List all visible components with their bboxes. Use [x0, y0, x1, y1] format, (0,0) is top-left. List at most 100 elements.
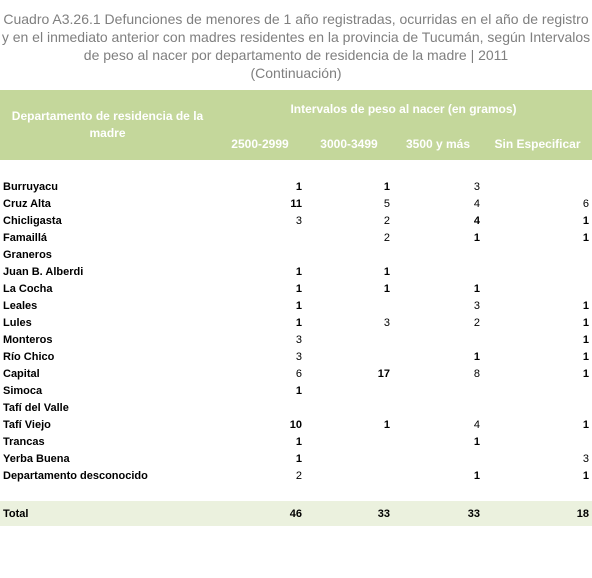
- value-cell: 3: [383, 316, 390, 329]
- value-cell: 3: [295, 350, 302, 363]
- value-cell: [483, 382, 592, 399]
- value-cell: [483, 399, 592, 416]
- department-cell: Trancas: [3, 435, 45, 448]
- value-cell: 1: [383, 282, 390, 295]
- table-row: Monteros 3 1: [0, 331, 592, 348]
- department-cell: Capital: [3, 367, 40, 380]
- value-cell: 1: [582, 231, 590, 244]
- value-cell: 1: [295, 299, 302, 312]
- department-cell: Tafí Viejo: [3, 418, 51, 431]
- department-cell: Chicligasta: [3, 214, 62, 227]
- column-header-row: 2500-2999 3000-3499 3500 y más Sin Especifi…: [0, 128, 592, 160]
- value-cell: 2: [473, 316, 480, 329]
- table-row: Capital 6 17 8 1: [0, 365, 592, 382]
- table-row: Tafí del Valle: [0, 399, 592, 416]
- value-cell: 10: [289, 418, 302, 431]
- total-label: Total: [0, 501, 215, 526]
- value-cell: 2: [383, 214, 390, 227]
- value-cell: [215, 229, 305, 246]
- table-row: Departamento desconocido 2 1 1: [0, 467, 592, 484]
- value-cell: 1: [295, 316, 302, 329]
- column-header: 3500 y más: [393, 128, 483, 160]
- value-cell: [393, 399, 483, 416]
- title-block: Cuadro A3.26.1 Defunciones de menores de…: [0, 0, 592, 82]
- value-cell: 3: [295, 333, 302, 346]
- department-cell: Yerba Buena: [3, 452, 70, 465]
- value-cell: [483, 280, 592, 297]
- spacer: [0, 160, 592, 178]
- value-cell: 6: [295, 367, 302, 380]
- value-cell: [305, 467, 393, 484]
- department-cell: Río Chico: [3, 350, 55, 363]
- total-value: 33: [305, 501, 393, 526]
- value-cell: 1: [473, 350, 480, 363]
- value-cell: 1: [582, 350, 590, 363]
- value-cell: 1: [295, 265, 302, 278]
- table-row: Leales 1 3 1: [0, 297, 592, 314]
- value-cell: 8: [473, 367, 480, 380]
- value-cell: [305, 382, 393, 399]
- subtitle: (Continuación): [250, 65, 342, 81]
- total-row: Total 46 33 33 18: [0, 501, 592, 526]
- total-value: 33: [393, 501, 483, 526]
- department-cell: La Cocha: [3, 282, 53, 295]
- department-cell: Cruz Alta: [3, 197, 51, 210]
- table-row: Yerba Buena 1 3: [0, 450, 592, 467]
- value-cell: 1: [295, 180, 302, 193]
- value-cell: 4: [473, 418, 480, 431]
- value-cell: 11: [290, 197, 302, 210]
- department-cell: Tafí del Valle: [3, 401, 69, 414]
- column-header: 3000-3499: [305, 128, 393, 160]
- value-cell: 5: [383, 197, 390, 210]
- department-cell: Lules: [3, 316, 32, 329]
- value-cell: 17: [377, 367, 390, 380]
- value-cell: 3: [473, 180, 480, 193]
- value-cell: [483, 246, 592, 263]
- value-cell: [393, 263, 483, 280]
- title: Cuadro A3.26.1 Defunciones de menores de…: [1, 11, 591, 63]
- table-body: Burruyacu 1 1 3 Cruz Alta 11 5 4 6 Chicligasta 3 2 4…: [0, 160, 592, 526]
- department-cell: Leales: [3, 299, 38, 312]
- table-row: Trancas 1 1: [0, 433, 592, 450]
- table-row: Burruyacu 1 1 3: [0, 178, 592, 195]
- value-cell: 1: [295, 452, 302, 465]
- value-cell: 1: [582, 469, 590, 482]
- table-row: Lules 1 3 2 1: [0, 314, 592, 331]
- gap-row: [0, 484, 592, 501]
- department-cell: Simoca: [3, 384, 43, 397]
- value-cell: [305, 246, 393, 263]
- table-row: Río Chico 3 1 1: [0, 348, 592, 365]
- department-cell: Burruyacu: [3, 180, 59, 193]
- value-cell: 1: [582, 299, 590, 312]
- gap: [0, 484, 592, 501]
- department-cell: Juan B. Alberdi: [3, 265, 84, 278]
- value-cell: 3: [295, 214, 302, 227]
- group-header: Intervalos de peso al nacer (en gramos): [215, 90, 592, 128]
- total-value: 46: [215, 501, 305, 526]
- spacer-row: [0, 160, 592, 178]
- value-cell: [393, 450, 483, 467]
- value-cell: [305, 399, 393, 416]
- value-cell: 2: [383, 231, 390, 244]
- table-row: Cruz Alta 11 5 4 6: [0, 195, 592, 212]
- value-cell: 1: [295, 282, 302, 295]
- value-cell: 1: [473, 231, 480, 244]
- value-cell: [305, 331, 393, 348]
- value-cell: [305, 450, 393, 467]
- data-table: Departamento de residencia de la madre I…: [0, 90, 592, 526]
- value-cell: [305, 348, 393, 365]
- department-cell: Graneros: [3, 248, 52, 261]
- total-value: 18: [483, 501, 592, 526]
- column-header: 2500-2999: [215, 128, 305, 160]
- table-row: Graneros: [0, 246, 592, 263]
- value-cell: 6: [582, 197, 590, 210]
- value-cell: 1: [383, 180, 390, 193]
- department-cell: Famaillá: [3, 231, 48, 244]
- value-cell: 1: [295, 384, 302, 397]
- value-cell: 3: [473, 299, 480, 312]
- value-cell: 1: [473, 435, 480, 448]
- value-cell: [483, 263, 592, 280]
- value-cell: 1: [582, 333, 590, 346]
- column-header: Sin Especificar: [483, 128, 592, 160]
